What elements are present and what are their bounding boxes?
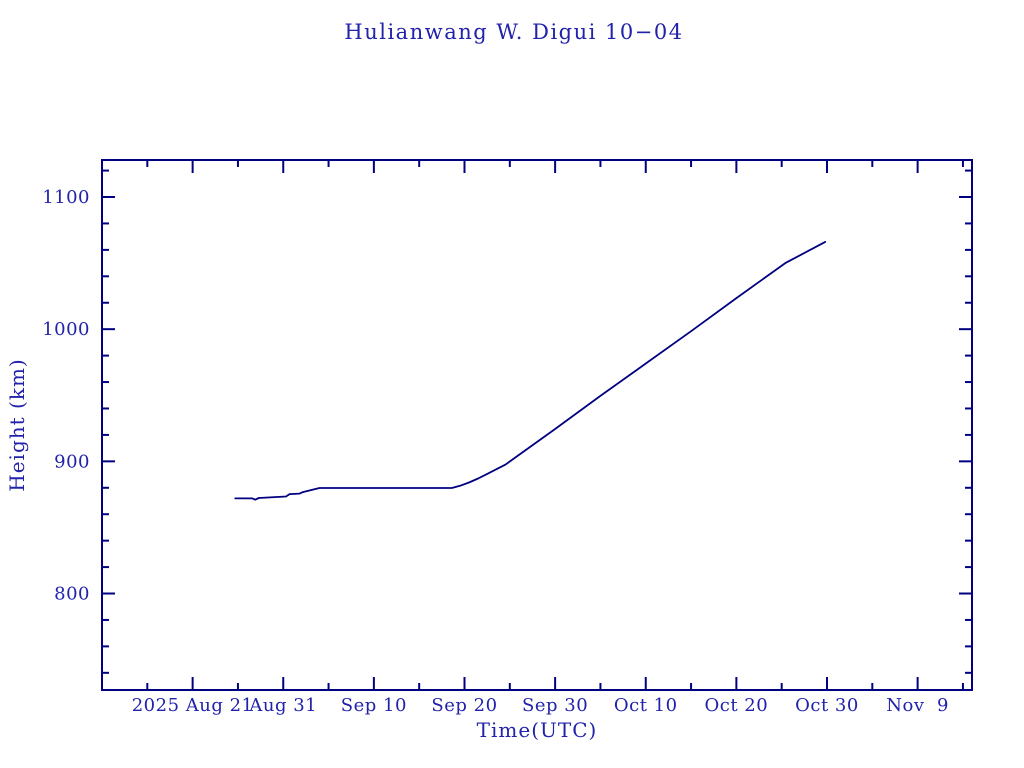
- chart-title: Hulianwang W. Digui 10−04: [344, 20, 683, 44]
- y-tick-label: 1000: [42, 319, 90, 340]
- x-axis-ticks: [146, 160, 964, 690]
- y-tick-label: 900: [54, 451, 90, 472]
- height-series-line: [234, 240, 827, 501]
- y-axis-label: Height (km): [5, 358, 29, 491]
- y-tick-labels: 800 900 1000 1100: [42, 187, 90, 605]
- x-tick-label: Oct 10: [614, 695, 678, 716]
- y-tick-label: 1100: [42, 187, 90, 208]
- y-axis-ticks: [102, 169, 972, 674]
- x-tick-label: Sep 30: [522, 695, 588, 716]
- x-tick-label: Sep 10: [341, 695, 407, 716]
- x-axis-label: Time(UTC): [477, 718, 598, 742]
- x-tick-label: Aug 31: [248, 695, 317, 716]
- x-tick-label: Nov 9: [886, 695, 949, 716]
- x-tick-label: Oct 20: [705, 695, 769, 716]
- y-tick-label: 800: [54, 584, 90, 605]
- x-tick-label: Sep 20: [431, 695, 497, 716]
- plot-box: [101, 159, 973, 691]
- x-tick-label: 2025 Aug 21: [132, 695, 254, 716]
- x-tick-label: Oct 30: [795, 695, 859, 716]
